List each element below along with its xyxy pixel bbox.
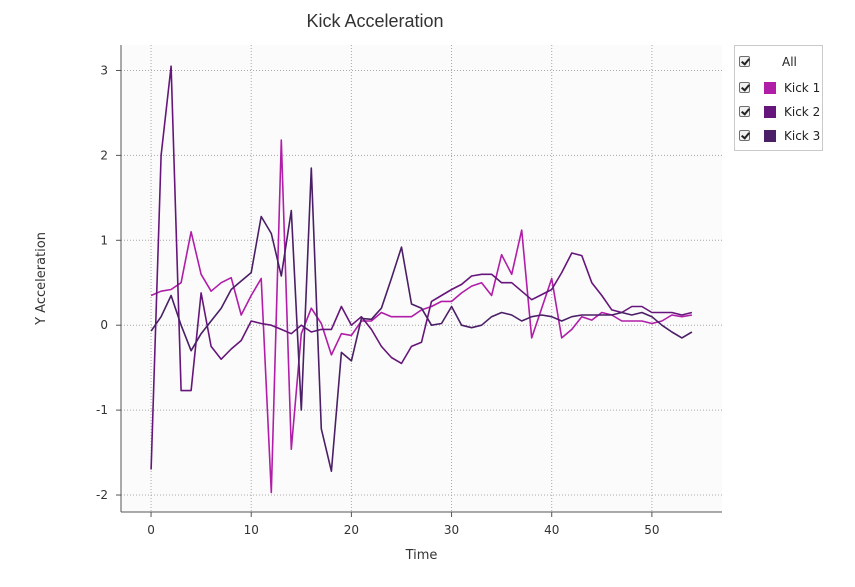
axes: 0 10 20 30 40 50 -2 -1 0 1 2 3 xyxy=(96,45,722,537)
legend-label-kick-2: Kick 2 xyxy=(784,105,821,119)
grid xyxy=(121,45,722,512)
legend: All Kick 1 Kick 2 Kick 3 xyxy=(734,45,823,151)
legend-item-kick-3[interactable]: Kick 3 xyxy=(739,128,823,146)
x-tick-label: 10 xyxy=(244,523,259,537)
series-line-kick-3 xyxy=(150,167,693,473)
series-line-kick-2 xyxy=(150,65,693,470)
x-tick-label: 40 xyxy=(544,523,559,537)
y-tick-label: 2 xyxy=(100,148,108,162)
series-lines xyxy=(150,65,693,494)
legend-item-kick-2[interactable]: Kick 2 xyxy=(739,104,823,122)
x-tick-label: 20 xyxy=(344,523,359,537)
y-tick-label: -2 xyxy=(96,488,108,502)
checkbox-kick-3[interactable] xyxy=(739,130,750,141)
legend-swatch-kick-3 xyxy=(764,130,776,142)
legend-item-all[interactable]: All xyxy=(739,54,823,72)
legend-all-label: All xyxy=(782,55,797,69)
checkbox-all[interactable] xyxy=(739,56,750,67)
checkbox-kick-1[interactable] xyxy=(739,82,750,93)
checkbox-kick-2[interactable] xyxy=(739,106,750,117)
y-tick-label: 3 xyxy=(100,63,108,77)
series-line-kick-1 xyxy=(150,139,693,494)
y-tick-label: 0 xyxy=(100,318,108,332)
y-tick-label: 1 xyxy=(100,233,108,247)
chart-title: Kick Acceleration xyxy=(306,11,444,31)
plot-area xyxy=(121,45,722,512)
y-tick-label: -1 xyxy=(96,403,108,417)
x-tick-label: 30 xyxy=(444,523,459,537)
legend-label-kick-3: Kick 3 xyxy=(784,129,821,143)
legend-swatch-kick-1 xyxy=(764,82,776,94)
x-axis-label: Time xyxy=(405,548,438,563)
x-tick-label: 50 xyxy=(644,523,659,537)
legend-swatch-kick-2 xyxy=(764,106,776,118)
legend-item-kick-1[interactable]: Kick 1 xyxy=(739,80,823,98)
y-axis-label: Y Acceleration xyxy=(34,232,49,326)
legend-label-kick-1: Kick 1 xyxy=(784,81,821,95)
x-tick-label: 0 xyxy=(147,523,155,537)
